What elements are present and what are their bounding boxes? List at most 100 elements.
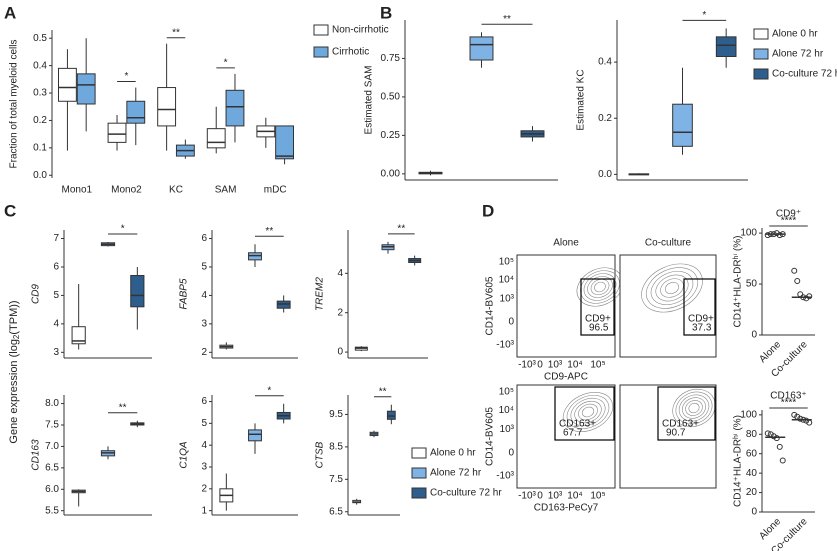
x-tick-label: 10⁴ — [567, 491, 582, 502]
contour — [594, 281, 606, 293]
box — [275, 125, 295, 160]
y-axis-label: Estimated KC — [576, 69, 587, 130]
gate — [554, 386, 615, 441]
y-tick-label: 0.25 — [381, 130, 401, 141]
y-tick-label: 0.2 — [33, 115, 47, 126]
box — [672, 103, 693, 147]
legend-swatch — [753, 28, 769, 40]
y-tick-label: 0.50 — [381, 92, 401, 103]
data-point — [764, 232, 771, 239]
contour — [570, 397, 606, 427]
y-tick-label: 2 — [201, 483, 207, 494]
y-tick-label: 4 — [201, 290, 207, 301]
y-tick-label: 100 — [740, 228, 757, 239]
y-tick-label: 5 — [201, 262, 207, 273]
y-axis-label: C1QA — [179, 441, 190, 469]
y-axis-label: CD14-BV605 — [485, 276, 496, 335]
x-tick-label: 10⁴ — [567, 360, 582, 371]
y-tick-label: 0.3 — [33, 88, 47, 99]
panel-letter: D — [482, 201, 494, 220]
y-tick-label: 5.5 — [45, 505, 59, 516]
y-tick-label: 0.00 — [381, 168, 401, 179]
x-tick-label: Mono1 — [62, 185, 93, 196]
gate-name: CD163+ — [662, 419, 699, 430]
y-tick-label: 4 — [337, 268, 343, 279]
y-tick-label: 3 — [53, 347, 59, 358]
y-tick-label: 5 — [53, 290, 59, 301]
contour — [578, 403, 598, 421]
x-tick-label: KC — [169, 185, 183, 196]
y-tick-label: 6 — [201, 396, 207, 407]
y-axis-label: Estimated SAM — [364, 66, 375, 135]
y-tick-label: 20 — [746, 487, 758, 498]
y-tick-label: 2 — [337, 307, 343, 318]
legend-swatch — [753, 48, 769, 60]
contour — [672, 388, 716, 428]
significance-label: ** — [265, 226, 273, 237]
x-axis-label: CD163-PeCy7 — [534, 503, 599, 514]
y-tick-label: 0 — [508, 317, 514, 328]
data-point — [776, 443, 783, 450]
gate-name: CD9+ — [585, 314, 611, 325]
box — [469, 36, 494, 61]
legend-label: Alone 0 hr — [772, 29, 818, 40]
contour — [574, 400, 602, 424]
x-tick-label: mDC — [264, 185, 287, 196]
data-point — [791, 411, 798, 418]
y-axis-label: Gene expression (log2(TPM)) — [8, 300, 21, 443]
x-tick-label: 10³ — [548, 491, 563, 502]
x-tick-label: -10³ — [518, 360, 536, 371]
gate-name: CD163+ — [559, 419, 596, 430]
x-tick-label: 0 — [537, 491, 543, 502]
gate-name: CD9+ — [688, 314, 714, 325]
y-axis-label: FABP5 — [179, 278, 190, 309]
y-tick-label: 7.0 — [45, 441, 59, 452]
contour — [562, 392, 614, 432]
data-point — [764, 430, 771, 437]
flow-plot-frame — [619, 384, 717, 489]
y-axis-label: CTSB — [315, 441, 326, 468]
contour — [682, 397, 706, 419]
legend-label: Non-cirrhotic — [332, 25, 389, 36]
box — [76, 73, 96, 105]
box — [107, 122, 127, 143]
y-tick-label: 1 — [201, 505, 207, 516]
significance-label: * — [702, 10, 706, 21]
significance-label: * — [224, 57, 228, 68]
legend-label: Co-culture 72 hr — [430, 488, 502, 499]
y-tick-label: 40 — [746, 468, 758, 479]
significance-label: ** — [379, 386, 387, 397]
y-tick-label: 6 — [201, 233, 207, 244]
legend-label: Cirrhotic — [332, 47, 369, 58]
data-point — [803, 417, 810, 424]
y-tick-label: 100 — [740, 409, 757, 420]
panel-letter: B — [380, 3, 392, 22]
panel-letter: A — [4, 3, 16, 22]
y-axis-label: Fraction of total myeloid cells — [9, 40, 20, 169]
x-tick-label: SAM — [215, 185, 237, 196]
y-tick-label: 7 — [53, 233, 59, 244]
gate-value: 37.3 — [692, 323, 712, 334]
box — [130, 275, 145, 308]
box — [248, 429, 262, 442]
box — [71, 326, 86, 345]
y-tick-label: 4 — [201, 440, 207, 451]
legend-swatch — [411, 487, 427, 499]
y-tick-label: 0.4 — [33, 60, 47, 71]
significance-label: ** — [172, 27, 180, 38]
contour — [678, 394, 710, 422]
y-tick-label: 3 — [201, 319, 207, 330]
gate — [580, 278, 615, 336]
legend-label: Alone 72 hr — [430, 468, 482, 479]
y-tick-label: 10³ — [500, 424, 515, 435]
panel-letter: C — [4, 201, 16, 220]
y-tick-label: 9.5 — [329, 409, 343, 420]
box — [715, 36, 737, 57]
contour — [587, 276, 613, 298]
x-axis-label: CD9-APC — [544, 372, 588, 383]
box — [206, 128, 226, 149]
y-tick-label: 7.5 — [329, 474, 343, 485]
data-point — [776, 232, 783, 239]
contour — [590, 278, 610, 296]
